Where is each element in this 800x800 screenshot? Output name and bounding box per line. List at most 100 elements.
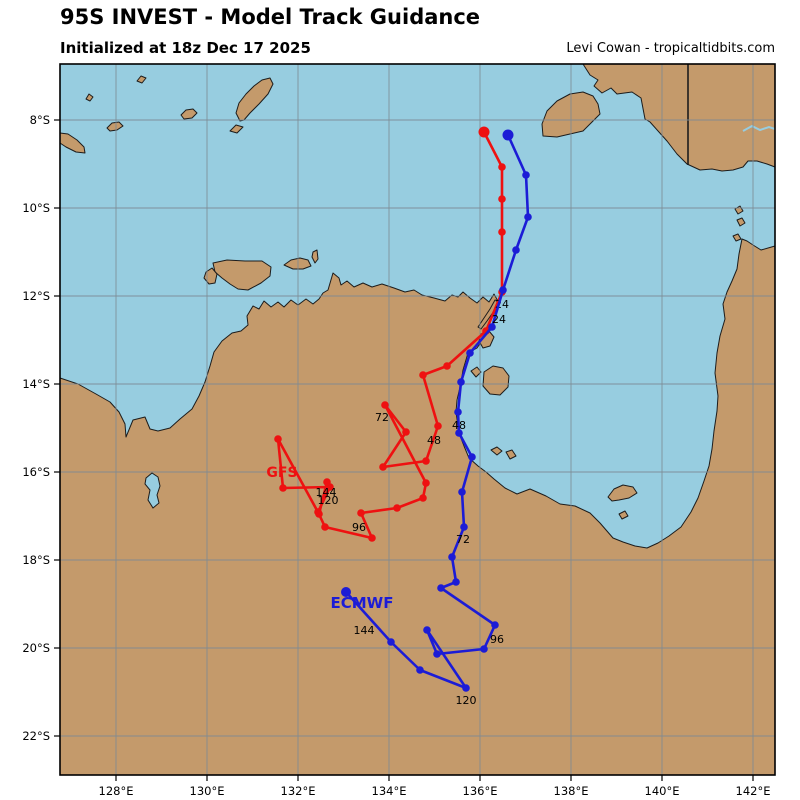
track-gfs-point-0 <box>478 126 490 138</box>
track-gfs-point-18 <box>321 523 329 531</box>
track-ecmwf-point-3 <box>512 246 520 254</box>
init-time-label: Initialized at 18z Dec 17 2025 <box>60 39 311 57</box>
track-gfs-point-7 <box>419 371 427 379</box>
track-gfs-point-2 <box>498 195 506 203</box>
track-gfs-hour-label-120: 120 <box>318 494 339 507</box>
track-gfs-point-6 <box>443 362 451 370</box>
track-ecmwf-point-19 <box>423 626 431 634</box>
track-ecmwf-point-1 <box>522 171 530 179</box>
axis-label-lon-1: 130°E <box>190 784 225 798</box>
land-small-islet-b <box>136 75 147 84</box>
track-ecmwf-line <box>345 134 530 690</box>
track-gfs-point-22 <box>274 435 282 443</box>
land-tanimbar-island <box>235 77 274 122</box>
land-groote-islet <box>470 366 482 378</box>
track-gfs-hour-label-144: 144 <box>316 486 337 499</box>
land-small-islet-a <box>85 93 94 102</box>
water-lake-argyle <box>144 472 161 509</box>
land-pellew-islet-b <box>505 449 517 460</box>
track-ecmwf-point-2 <box>524 213 532 221</box>
track-ecmwf-point-21 <box>416 666 424 674</box>
track-ecmwf-point-15 <box>437 584 445 592</box>
land-mornington-islet <box>618 510 629 520</box>
track-gfs-point-15 <box>393 504 401 512</box>
track-ecmwf-hour-label-144: 144 <box>354 624 375 637</box>
track-gfs-point-21 <box>279 484 287 492</box>
track-ecmwf-point-23 <box>341 587 351 597</box>
axis-label-lon-5: 138°E <box>554 784 589 798</box>
track-gfs-hour-label-96: 96 <box>352 521 366 534</box>
model-label-gfs: GFS <box>266 465 297 481</box>
track-gfs-point-14 <box>419 494 427 502</box>
land-mornington-island <box>607 484 638 502</box>
track-gfs-point-11 <box>402 428 410 436</box>
axis-label-lon-3: 134°E <box>372 784 407 798</box>
track-gfs-point-13 <box>422 479 430 487</box>
line-fly-river <box>742 124 776 132</box>
track-ecmwf-hour-label-96: 96 <box>490 633 504 646</box>
track-gfs-point-16 <box>357 509 365 517</box>
land-tanimbar-islet <box>229 124 244 134</box>
track-ecmwf-hour-label-120: 120 <box>456 694 477 707</box>
track-gfs-hour-label-48: 48 <box>427 434 441 447</box>
track-gfs-point-1 <box>498 163 506 171</box>
track-ecmwf-point-17 <box>480 645 488 653</box>
axis-label-lat-6: 20°S <box>22 641 50 655</box>
land-croker-sliver <box>311 249 319 264</box>
track-ecmwf-point-8 <box>454 408 462 416</box>
track-ecmwf-point-11 <box>458 488 466 496</box>
land-new-guinea <box>582 63 776 172</box>
track-gfs-point-10 <box>379 463 387 471</box>
track-gfs-hour-label-72: 72 <box>375 411 389 424</box>
track-ecmwf-point-7 <box>457 378 465 386</box>
track-ecmwf-hour-label-72: 72 <box>456 533 470 546</box>
model-label-ecmwf: ECMWF <box>331 594 394 612</box>
map-frame-border <box>59 63 776 776</box>
axis-label-lat-3: 14°S <box>22 377 50 391</box>
track-ecmwf-point-10 <box>468 453 476 461</box>
axis-label-lat-5: 18°S <box>22 553 50 567</box>
track-ecmwf-hour-label-48: 48 <box>452 419 466 432</box>
land-torres-islet-b <box>736 217 746 227</box>
axis-label-lon-7: 142°E <box>736 784 771 798</box>
track-ecmwf-point-13 <box>448 553 456 561</box>
axis-label-lat-1: 10°S <box>22 201 50 215</box>
axis-label-lat-4: 16°S <box>22 465 50 479</box>
track-gfs-point-24 <box>323 478 331 486</box>
page-title: 95S INVEST - Model Track Guidance <box>60 5 481 29</box>
track-ecmwf-hour-label-24: 24 <box>492 313 506 326</box>
axis-label-lon-2: 132°E <box>281 784 316 798</box>
track-ecmwf-point-6 <box>466 349 474 357</box>
track-ecmwf-point-9 <box>455 429 463 437</box>
track-gfs-point-17 <box>368 534 376 542</box>
land-pellew-islet-a <box>490 446 503 456</box>
axis-label-lon-4: 136°E <box>463 784 498 798</box>
track-gfs-point-3 <box>498 228 506 236</box>
land-australia <box>59 238 776 776</box>
axis-label-lon-0: 128°E <box>99 784 134 798</box>
track-ecmwf-point-12 <box>460 523 468 531</box>
track-ecmwf-point-20 <box>462 684 470 692</box>
land-torres-islet-c <box>732 233 742 242</box>
track-gfs-point-8 <box>434 422 442 430</box>
track-ecmwf-point-4 <box>499 286 507 294</box>
track-gfs-point-23 <box>315 510 323 518</box>
axis-label-lat-2: 12°S <box>22 289 50 303</box>
track-gfs-point-12 <box>381 401 389 409</box>
axis-label-lat-0: 8°S <box>30 113 50 127</box>
track-ecmwf-point-14 <box>452 578 460 586</box>
track-ecmwf-point-18 <box>433 650 441 658</box>
axis-label-lat-7: 22°S <box>22 729 50 743</box>
track-ecmwf-point-5 <box>488 323 496 331</box>
track-ecmwf-point-22 <box>387 638 395 646</box>
land-melville-island <box>212 259 272 291</box>
land-croker-island <box>283 257 312 270</box>
track-gfs-point-9 <box>422 457 430 465</box>
credit-label: Levi Cowan - tropicaltidbits.com <box>566 41 775 56</box>
land-timor-east-end <box>59 132 86 154</box>
land-groote-eylandt <box>482 365 510 396</box>
axis-label-lon-6: 140°E <box>645 784 680 798</box>
track-ecmwf-point-16 <box>491 621 499 629</box>
